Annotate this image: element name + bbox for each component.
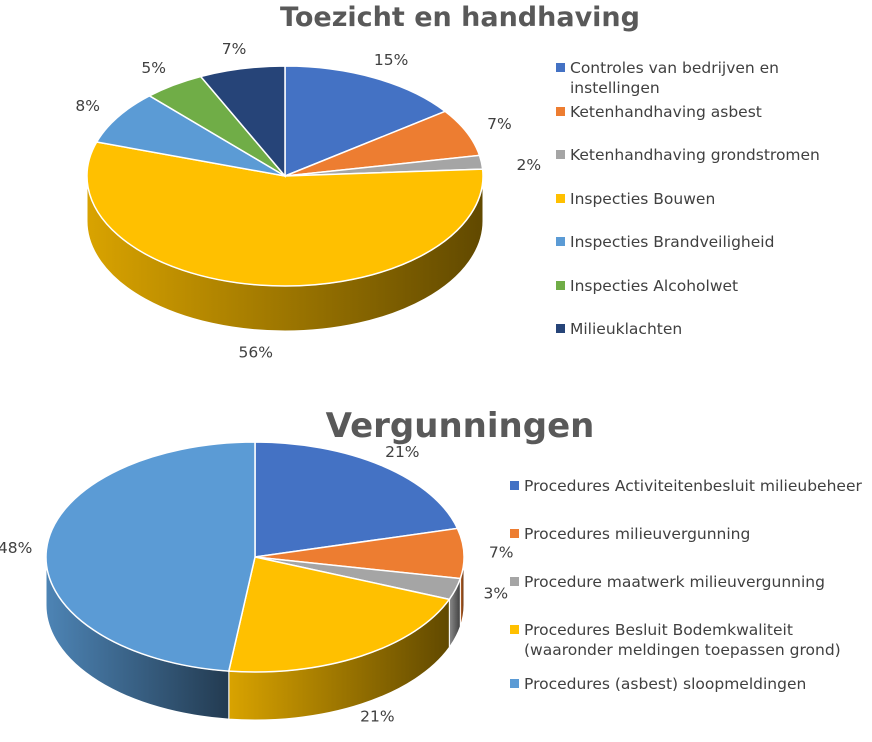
legend-item: Inspecties Brandveiligheid (556, 232, 856, 276)
legend-label: Procedure maatwerk milieuvergunning (524, 573, 825, 591)
pie-chart: 21% 7% 3% 21% 48% (0, 441, 514, 725)
legend-swatch (510, 679, 519, 688)
data-label: 21% (385, 443, 419, 461)
chart-title: Vergunningen (325, 406, 595, 446)
data-label: 5% (141, 59, 166, 77)
pie-slice (45, 441, 256, 672)
legend-item: Ketenhandhaving asbest (556, 102, 856, 146)
legend: Controles van bedrijven en instellingen … (556, 58, 856, 363)
legend-swatch (556, 150, 565, 159)
legend-swatch (556, 237, 565, 246)
pie-chart: 15% 7% 2% 56% 8% 5% 7% (75, 40, 542, 361)
legend-item: Procedures milieuvergunning (510, 524, 870, 572)
legend-label: Procedures Activiteitenbesluit milieubeh… (524, 477, 862, 495)
legend-item: Inspecties Alcoholwet (556, 276, 856, 320)
legend-swatch (556, 63, 565, 72)
data-label: 48% (0, 539, 32, 557)
data-label: 21% (360, 707, 394, 725)
legend-item: Procedures (asbest) sloopmeldingen (510, 674, 870, 722)
legend-label: Controles van bedrijven en instellingen (570, 59, 780, 97)
legend-label: Ketenhandhaving grondstromen (570, 146, 820, 164)
legend-label: Ketenhandhaving asbest (570, 102, 762, 121)
legend-item: Procedures Besluit Bodemkwaliteit (waaro… (510, 620, 870, 674)
data-label: 7% (489, 543, 514, 561)
legend-label: Procedures milieuvergunning (524, 525, 751, 543)
data-label: 2% (517, 156, 542, 174)
legend-label: Inspecties Alcoholwet (570, 276, 739, 295)
legend-item: Procedure maatwerk milieuvergunning (510, 572, 870, 620)
legend-swatch (510, 625, 519, 634)
legend-swatch (510, 529, 519, 538)
legend-swatch (510, 481, 519, 490)
legend-item: Controles van bedrijven en instellingen (556, 58, 856, 102)
legend-swatch (556, 106, 565, 116)
legend-label: Procedures Besluit Bodemkwaliteit (waaro… (524, 621, 841, 659)
legend-item: Milieuklachten (556, 319, 856, 363)
legend-label: Inspecties Brandveiligheid (570, 233, 775, 251)
legend-item: Ketenhandhaving grondstromen (556, 145, 856, 189)
data-label: 8% (75, 97, 100, 115)
legend-swatch (556, 280, 565, 290)
data-label: 56% (238, 343, 272, 361)
pie-slice (86, 141, 484, 287)
legend: Procedures Activiteitenbesluit milieubeh… (510, 476, 870, 722)
pie-slices (86, 65, 484, 287)
chart-title: Toezicht en handhaving (280, 2, 640, 33)
legend-item: Procedures Activiteitenbesluit milieubeh… (510, 476, 870, 524)
pie-slice (199, 65, 286, 179)
pie-slice (95, 94, 286, 177)
pie-slice (284, 65, 447, 178)
data-label: 15% (374, 51, 408, 69)
legend-swatch (510, 577, 519, 586)
pie-slice (227, 556, 451, 673)
data-label: 7% (222, 40, 247, 58)
pie-slice (254, 441, 459, 558)
data-label: 3% (484, 584, 509, 602)
legend-swatch (556, 324, 565, 333)
chart-toezicht-en-handhaving: Toezicht en handhaving 15% 7% 2% 56% 8% 5% 7% … (0, 0, 872, 363)
chart-vergunningen: Vergunningen 21% 7% 3% 21% 48% Procedures Ac… (0, 400, 872, 742)
legend-item: Inspecties Bouwen (556, 189, 856, 233)
legend-label: Inspecties Bouwen (570, 189, 716, 208)
pie-slices (45, 441, 465, 673)
legend-label: Procedures (asbest) sloopmeldingen (524, 675, 807, 693)
data-label: 7% (487, 115, 512, 133)
legend-swatch (556, 193, 565, 203)
legend-label: Milieuklachten (570, 320, 683, 338)
